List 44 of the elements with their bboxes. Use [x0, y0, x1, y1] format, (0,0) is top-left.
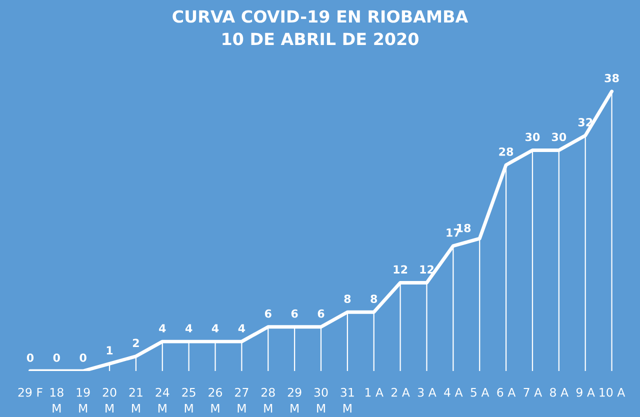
x-tick-label: 7 A: [524, 388, 542, 397]
data-label: 12: [420, 265, 434, 274]
data-label: 2: [132, 338, 139, 348]
data-label: 0: [53, 354, 60, 362]
data-label: 1: [106, 346, 113, 354]
data-label: 4: [159, 324, 166, 332]
data-label: 6: [264, 309, 272, 318]
x-tick-label: 1 A: [365, 388, 384, 397]
chart-title: CURVA COVID-19 EN RIOBAMBA 10 DE ABRIL DE 2020: [172, 10, 468, 46]
x-tick-label: 6 A: [497, 388, 516, 397]
x-tick-label: 28 M: [261, 388, 275, 413]
x-tick-label: 18 M: [50, 388, 64, 413]
x-tick-label: 27 M: [235, 388, 248, 413]
x-tick-label: 25 M: [182, 388, 196, 413]
data-label: 6: [318, 309, 324, 318]
x-tick-label: 21 M: [129, 388, 142, 413]
data-label: 28: [499, 147, 514, 156]
x-tick-label: 9 A: [576, 388, 595, 397]
x-tick-label: 10 A: [600, 388, 626, 397]
x-tick-label: 3 A: [418, 388, 436, 397]
data-label: 12: [394, 265, 408, 274]
data-label: 8: [344, 294, 351, 304]
data-label: 6: [291, 309, 298, 318]
data-label: 0: [80, 354, 86, 362]
data-label: 30: [552, 132, 566, 142]
x-tick-label: 30 M: [314, 388, 328, 413]
x-tick-label: 19 M: [76, 388, 90, 413]
data-label: 30: [525, 132, 540, 142]
data-label: 4: [212, 324, 219, 332]
x-tick-label: 29 M: [288, 388, 302, 413]
data-label: 0: [26, 354, 34, 362]
x-tick-label: 4 A: [444, 388, 463, 397]
x-tick-label: 20 M: [102, 388, 116, 413]
x-tick-label: 26 M: [208, 388, 222, 413]
x-tick-label: 31 M: [340, 388, 354, 413]
x-tick-label: 24 M: [156, 388, 170, 413]
x-tick-label: 2 A: [392, 388, 410, 397]
data-label: 4: [185, 324, 192, 332]
x-tick-label: 29 F: [18, 388, 42, 397]
data-label: 8: [370, 294, 378, 304]
data-label: 38: [604, 74, 619, 82]
x-tick-label: 8 A: [550, 388, 568, 397]
data-label: 4: [238, 324, 246, 332]
x-tick-label: 5 A: [470, 388, 490, 397]
